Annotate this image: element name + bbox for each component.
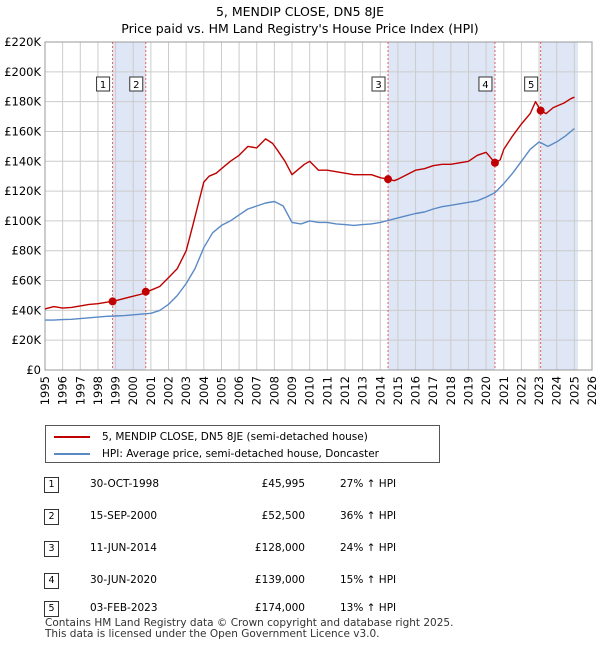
sale-point — [142, 288, 150, 296]
sale-point — [491, 159, 499, 167]
legend-label-property: 5, MENDIP CLOSE, DN5 8JE (semi-detached … — [102, 431, 368, 443]
sale-number: 1 — [44, 477, 59, 493]
sale-number-label: 4 — [482, 80, 488, 91]
x-tick-label: 2017 — [426, 376, 440, 405]
y-tick-label: £160K — [4, 124, 41, 138]
legend-item-property: 5, MENDIP CLOSE, DN5 8JE (semi-detached … — [54, 429, 368, 445]
x-tick-label: 2025 — [567, 376, 581, 405]
x-tick-label: 2005 — [214, 376, 228, 405]
y-tick-label: £40K — [12, 303, 42, 317]
y-tick-label: £60K — [12, 274, 42, 288]
x-tick-label: 2024 — [550, 376, 564, 405]
sale-price: £139,000 — [180, 574, 305, 586]
y-tick-label: £220K — [4, 35, 41, 49]
chart-legend: 5, MENDIP CLOSE, DN5 8JE (semi-detached … — [45, 425, 440, 463]
sale-hpi: 36% ↑ HPI — [340, 510, 396, 522]
legend-label-hpi: HPI: Average price, semi-detached house,… — [102, 448, 379, 460]
x-tick-label: 2021 — [497, 376, 511, 405]
sale-date: 30-JUN-2020 — [90, 574, 157, 586]
sale-number: 4 — [44, 573, 59, 589]
sale-price: £45,995 — [180, 478, 305, 490]
x-tick-label: 2026 — [585, 376, 599, 405]
x-tick-label: 2019 — [461, 376, 475, 405]
sale-hpi: 13% ↑ HPI — [340, 602, 396, 614]
y-tick-label: £140K — [4, 154, 41, 168]
sale-point — [537, 107, 545, 115]
sale-number-label: 1 — [100, 80, 106, 91]
x-tick-label: 2002 — [162, 376, 176, 405]
sale-point — [109, 297, 117, 305]
sale-hpi: 24% ↑ HPI — [340, 542, 396, 554]
sale-number-label: 5 — [528, 80, 534, 91]
x-tick-label: 1998 — [91, 376, 105, 405]
y-tick-label: £120K — [4, 184, 41, 198]
x-tick-label: 1999 — [109, 376, 123, 405]
y-tick-label: £180K — [4, 95, 41, 109]
sale-date: 30-OCT-1998 — [90, 478, 159, 490]
y-tick-label: £200K — [4, 65, 41, 79]
sale-row: 5 03-FEB-2023 £174,000 13% ↑ HPI — [40, 599, 560, 619]
x-tick-label: 2015 — [391, 376, 405, 405]
x-tick-label: 2008 — [267, 376, 281, 405]
sale-date: 15-SEP-2000 — [90, 510, 157, 522]
x-tick-label: 2003 — [179, 376, 193, 405]
legend-swatch-red — [54, 436, 90, 438]
sale-row: 1 30-OCT-1998 £45,995 27% ↑ HPI — [40, 475, 560, 495]
sale-date: 03-FEB-2023 — [90, 602, 158, 614]
sale-number-label: 3 — [375, 80, 381, 91]
sale-price: £128,000 — [180, 542, 305, 554]
x-tick-label: 1996 — [56, 376, 70, 405]
x-tick-label: 2009 — [285, 376, 299, 405]
x-tick-label: 2014 — [373, 376, 387, 405]
sale-date: 11-JUN-2014 — [90, 542, 157, 554]
x-tick-label: 2006 — [232, 376, 246, 405]
x-tick-label: 2007 — [250, 376, 264, 405]
x-tick-label: 2004 — [197, 376, 211, 405]
sale-hpi: 15% ↑ HPI — [340, 574, 396, 586]
sale-price: £52,500 — [180, 510, 305, 522]
x-tick-label: 2020 — [479, 376, 493, 405]
x-tick-label: 2012 — [338, 376, 352, 405]
x-tick-label: 2022 — [514, 376, 528, 405]
x-tick-label: 2011 — [320, 376, 334, 405]
x-tick-label: 2010 — [303, 376, 317, 405]
y-tick-label: £100K — [4, 214, 41, 228]
price-chart: £0 £20K £40K £60K £80K £100K £120K £140K £160K £1… — [0, 0, 600, 420]
x-tick-label: 1997 — [73, 376, 87, 405]
sale-hpi: 27% ↑ HPI — [340, 478, 396, 490]
sale-row: 4 30-JUN-2020 £139,000 15% ↑ HPI — [40, 571, 560, 591]
x-tick-label: 2013 — [356, 376, 370, 405]
sale-number: 2 — [44, 509, 59, 525]
x-tick-label: 2023 — [532, 376, 546, 405]
legend-item-hpi: HPI: Average price, semi-detached house,… — [54, 446, 379, 462]
legend-swatch-blue — [54, 453, 90, 455]
sale-price: £174,000 — [180, 602, 305, 614]
x-tick-label: 2018 — [444, 376, 458, 405]
sale-point — [384, 175, 392, 183]
y-tick-label: £80K — [12, 244, 42, 258]
y-tick-label: £0 — [26, 363, 41, 377]
sale-number: 5 — [44, 601, 59, 617]
y-tick-label: £20K — [12, 333, 42, 347]
sale-period-band — [541, 42, 578, 370]
sale-row: 2 15-SEP-2000 £52,500 36% ↑ HPI — [40, 507, 560, 527]
footer-notice: Contains HM Land Registry data © Crown c… — [45, 618, 453, 640]
sale-number-label: 2 — [133, 80, 139, 91]
x-tick-label: 1995 — [38, 376, 52, 405]
x-tick-label: 2016 — [409, 376, 423, 405]
sale-row: 3 11-JUN-2014 £128,000 24% ↑ HPI — [40, 539, 560, 559]
x-tick-label: 2001 — [144, 376, 158, 405]
x-tick-label: 2000 — [126, 376, 140, 405]
footer-licence: This data is licensed under the Open Gov… — [45, 629, 453, 640]
sale-number: 3 — [44, 541, 59, 557]
